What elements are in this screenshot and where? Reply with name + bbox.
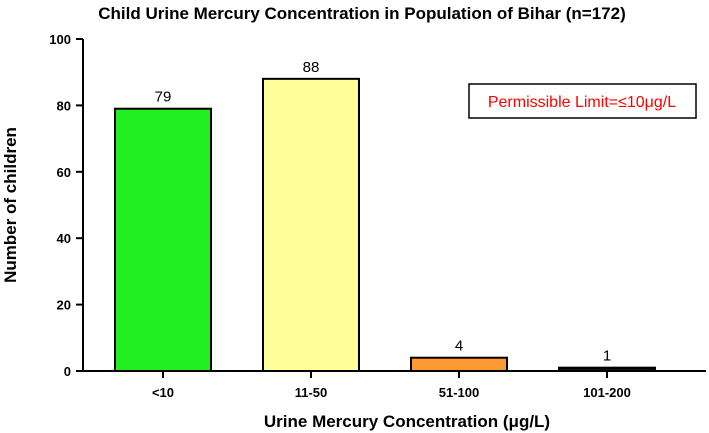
bar-101-200 — [558, 366, 656, 372]
x-tick-label: 51-100 — [439, 385, 479, 400]
annotation-border — [468, 83, 697, 119]
bar-<10 — [114, 107, 212, 372]
y-tick-label: 40 — [57, 231, 71, 246]
bars — [114, 77, 656, 373]
bar-51-100 — [410, 356, 508, 373]
x-tick-label: 101-200 — [583, 385, 631, 400]
data-label: 79 — [155, 89, 172, 106]
y-axis-title: Number of children — [1, 127, 20, 283]
y-tick-label: 0 — [64, 364, 71, 379]
data-label: 4 — [455, 338, 463, 355]
data-labels: 79 88 4 1 — [155, 59, 612, 365]
y-tick-label: 80 — [57, 98, 71, 113]
x-tick-label: <10 — [152, 385, 174, 400]
annotation-text: Permissible Limit=≤10μg/L — [488, 94, 676, 111]
y-tick-label: 60 — [57, 165, 71, 180]
permissible-limit-annotation: Permissible Limit=≤10μg/L — [468, 83, 697, 119]
data-label: 88 — [303, 59, 320, 76]
chart-title: Child Urine Mercury Concentration in Pop… — [98, 4, 626, 23]
bar-11-50 — [262, 77, 360, 372]
y-axis: 0 20 40 60 80 100 — [49, 32, 84, 379]
x-axis-title: Urine Mercury Concentration (μg/L) — [264, 412, 550, 431]
x-axis: <10 11-50 51-100 101-200 — [83, 370, 706, 400]
data-label: 1 — [603, 348, 611, 365]
y-tick-label: 100 — [49, 32, 71, 47]
x-tick-label: 11-50 — [295, 385, 328, 400]
y-tick-label: 20 — [57, 298, 71, 313]
